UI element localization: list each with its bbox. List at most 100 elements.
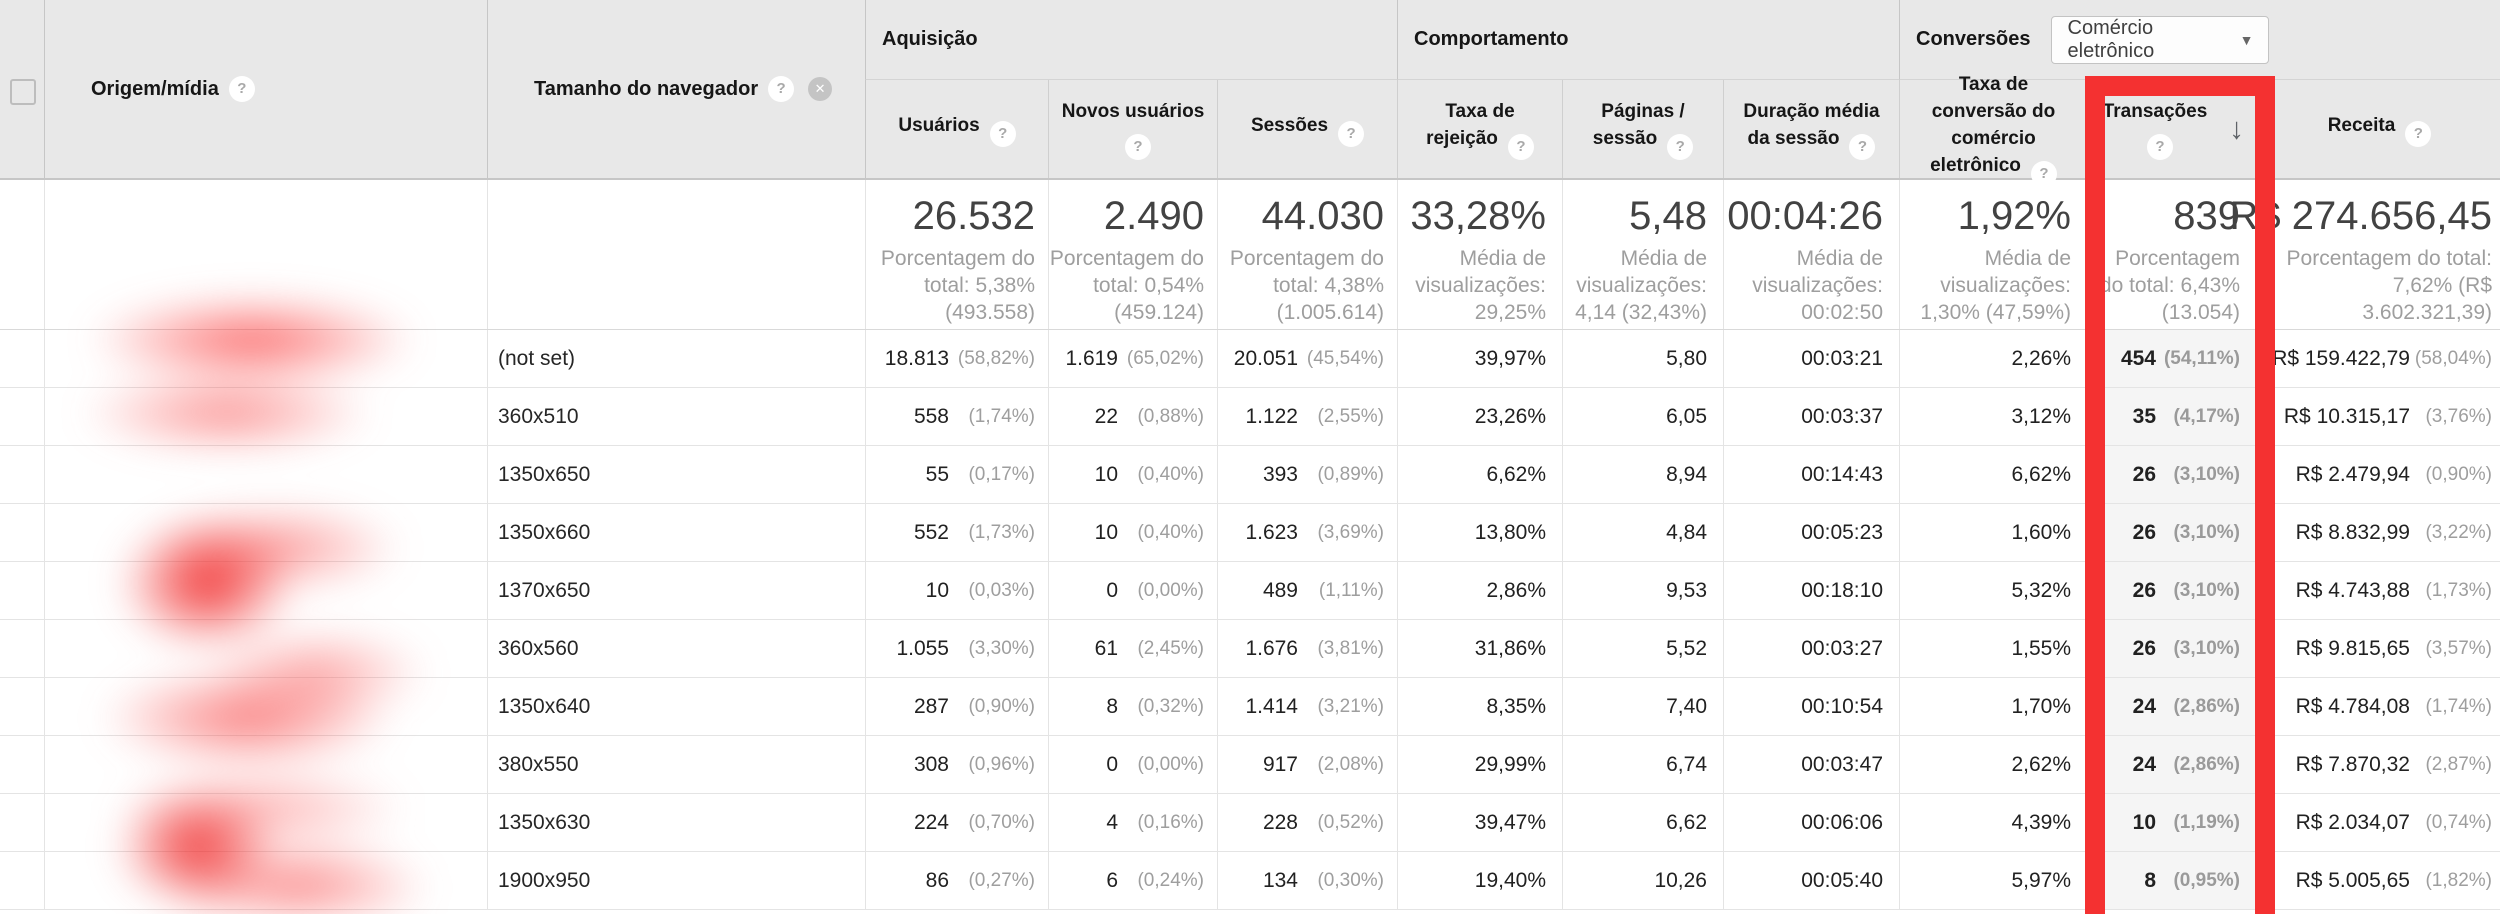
table-row: 1350x660 552 (1,73%) 10 (0,40%) 1.623 (3,69%) 1… <box>0 504 2500 562</box>
metric-percent: (0,70%) <box>968 811 1035 833</box>
metric-cell-paginas_sessao: 6,05 <box>1562 388 1723 445</box>
metric-cell-sessoes: 1.122 (2,55%) <box>1217 388 1397 445</box>
metric-value: 6,62% <box>2011 462 2071 486</box>
metric-value: R$ 10.315,17 <box>2283 404 2410 428</box>
metric-value: 18.813 <box>884 346 949 370</box>
metric-value: R$ 159.422,79 <box>2272 346 2410 370</box>
metric-value: R$ 7.870,32 <box>2295 752 2410 776</box>
column-header-transactions[interactable]: Transações? ↓ <box>2087 80 2258 178</box>
metric-value: R$ 9.815,65 <box>2295 636 2410 660</box>
metric-header-row: Usuários? Novos usuários? Sessões? Taxa … <box>865 74 2500 187</box>
column-header-sessions[interactable]: Sessões? <box>1217 80 1397 178</box>
column-header-browser-size[interactable]: Tamanho do navegador ? ✕ <box>487 0 865 178</box>
metric-value: 5,97% <box>2011 868 2071 892</box>
metric-percent: (0,89%) <box>1317 463 1384 485</box>
column-header-ecommerce-conversion-rate[interactable]: Taxa de conversão do comércio eletrônico… <box>1899 74 2087 187</box>
row-browser-size-cell: (not set) <box>487 330 865 387</box>
table-row: 1350x630 224 (0,70%) 4 (0,16%) 228 (0,52%) 39,4… <box>0 794 2500 852</box>
metric-value: 8,94 <box>1666 462 1707 486</box>
metric-percent: (65,02%) <box>1126 347 1204 369</box>
column-header-users[interactable]: Usuários? <box>865 80 1048 178</box>
metric-value: 2,26% <box>2011 346 2071 370</box>
help-icon[interactable]: ? <box>228 76 255 102</box>
column-header-source-medium[interactable]: Origem/mídia ? <box>44 0 487 178</box>
metric-value: 308 <box>913 752 949 776</box>
column-header-bounce-rate[interactable]: Taxa de rejeição? <box>1397 80 1562 178</box>
sort-descending-icon[interactable]: ↓ <box>2229 112 2244 146</box>
metric-cell-usuarios: 308 (0,96%) <box>865 736 1048 793</box>
metric-percent: (2,87%) <box>2425 753 2492 775</box>
metric-cell-duracao_media: 00:03:27 <box>1723 620 1899 677</box>
group-conversions-label: Conversões <box>1916 28 2031 50</box>
metric-cell-transacoes: 8 (0,95%) <box>2087 852 2258 909</box>
metric-value: 00:06:06 <box>1801 810 1883 834</box>
metric-value: 23,26% <box>1474 404 1546 428</box>
metric-percent: (2,08%) <box>1317 753 1384 775</box>
metric-cell-usuarios: 287 (0,90%) <box>865 678 1048 735</box>
metric-value: 6,74 <box>1666 752 1707 776</box>
metric-value: 31,86% <box>1474 636 1546 660</box>
metric-percent: (2,55%) <box>1317 405 1384 427</box>
metric-percent: (45,54%) <box>1306 347 1384 369</box>
metric-value: 393 <box>1262 462 1298 486</box>
metric-value: 13,80% <box>1474 520 1546 544</box>
metric-value: 5,80 <box>1666 346 1707 370</box>
metric-value: 39,97% <box>1474 346 1546 370</box>
row-source-medium-cell <box>44 504 487 561</box>
metric-value: 24 <box>2132 694 2156 718</box>
metric-value: 4,84 <box>1666 520 1707 544</box>
help-icon[interactable]: ? <box>1507 134 1534 160</box>
metric-value: 2,62% <box>2011 752 2071 776</box>
metric-value: 7,40 <box>1666 694 1707 718</box>
metric-percent: (0,00%) <box>1137 579 1204 601</box>
column-header-pages-per-session[interactable]: Páginas / sessão? <box>1562 80 1723 178</box>
help-icon[interactable]: ? <box>768 76 795 102</box>
total-pages-per-session: 5,48 Média de visualizações: 4,14 (32,43%… <box>1562 180 1723 329</box>
help-icon[interactable]: ? <box>1667 134 1694 160</box>
metric-value: 228 <box>1262 810 1298 834</box>
totals-spacer <box>44 180 487 329</box>
table-row: 1370x650 10 (0,03%) 0 (0,00%) 489 (1,11%) 2,86%… <box>0 562 2500 620</box>
help-icon[interactable]: ? <box>2405 120 2432 147</box>
column-header-revenue[interactable]: Receita? <box>2258 80 2500 178</box>
column-header-new-users[interactable]: Novos usuários? <box>1048 80 1217 178</box>
metric-value: 287 <box>913 694 949 718</box>
group-conversions: Conversões Comércio eletrônico ▼ <box>1899 0 2500 80</box>
metric-cell-sessoes: 1.676 (3,81%) <box>1217 620 1397 677</box>
metric-value: 24 <box>2132 752 2156 776</box>
select-all-checkbox[interactable] <box>10 79 36 105</box>
total-users: 26.532 Porcentagem do total: 5,38% (493.5… <box>865 180 1048 329</box>
metric-cell-usuarios: 55 (0,17%) <box>865 446 1048 503</box>
help-icon[interactable]: ? <box>989 120 1016 147</box>
help-icon[interactable]: ? <box>1125 134 1151 160</box>
metric-percent: (0,24%) <box>1137 869 1204 891</box>
metric-value: 20.051 <box>1233 346 1298 370</box>
remove-dimension-icon[interactable]: ✕ <box>808 77 833 101</box>
metric-percent: (0,00%) <box>1137 753 1204 775</box>
metric-value: 558 <box>913 404 949 428</box>
metric-percent: (0,32%) <box>1137 695 1204 717</box>
metric-cell-paginas_sessao: 7,40 <box>1562 678 1723 735</box>
metric-percent: (2,45%) <box>1137 637 1204 659</box>
metric-cell-taxa_conversao: 1,70% <box>1899 678 2087 735</box>
metric-value: R$ 2.034,07 <box>2295 810 2410 834</box>
metric-value: 1,60% <box>2011 520 2071 544</box>
browser-size-value: 360x510 <box>498 404 579 428</box>
row-select-cell <box>0 678 44 735</box>
metric-cell-novos_usuarios: 22 (0,88%) <box>1048 388 1217 445</box>
metric-value: 00:05:23 <box>1801 520 1883 544</box>
table-row: 360x560 1.055 (3,30%) 61 (2,45%) 1.676 (3,81%)… <box>0 620 2500 678</box>
metric-cell-receita: R$ 5.005,65 (1,82%) <box>2258 852 2500 909</box>
help-icon[interactable]: ? <box>1338 120 1365 147</box>
metric-value: 26 <box>2132 520 2156 544</box>
help-icon[interactable]: ? <box>2147 134 2173 160</box>
row-browser-size-cell: 1900x950 <box>487 852 865 909</box>
metric-value: 2,86% <box>1486 578 1546 602</box>
help-icon[interactable]: ? <box>1849 134 1876 160</box>
metric-value: 1,55% <box>2011 636 2071 660</box>
column-header-avg-session-duration[interactable]: Duração média da sessão? <box>1723 80 1899 178</box>
row-source-medium-cell <box>44 794 487 851</box>
metric-percent: (3,57%) <box>2425 637 2492 659</box>
metric-cell-duracao_media: 00:05:40 <box>1723 852 1899 909</box>
conversions-type-select[interactable]: Comércio eletrônico ▼ <box>2050 15 2269 64</box>
